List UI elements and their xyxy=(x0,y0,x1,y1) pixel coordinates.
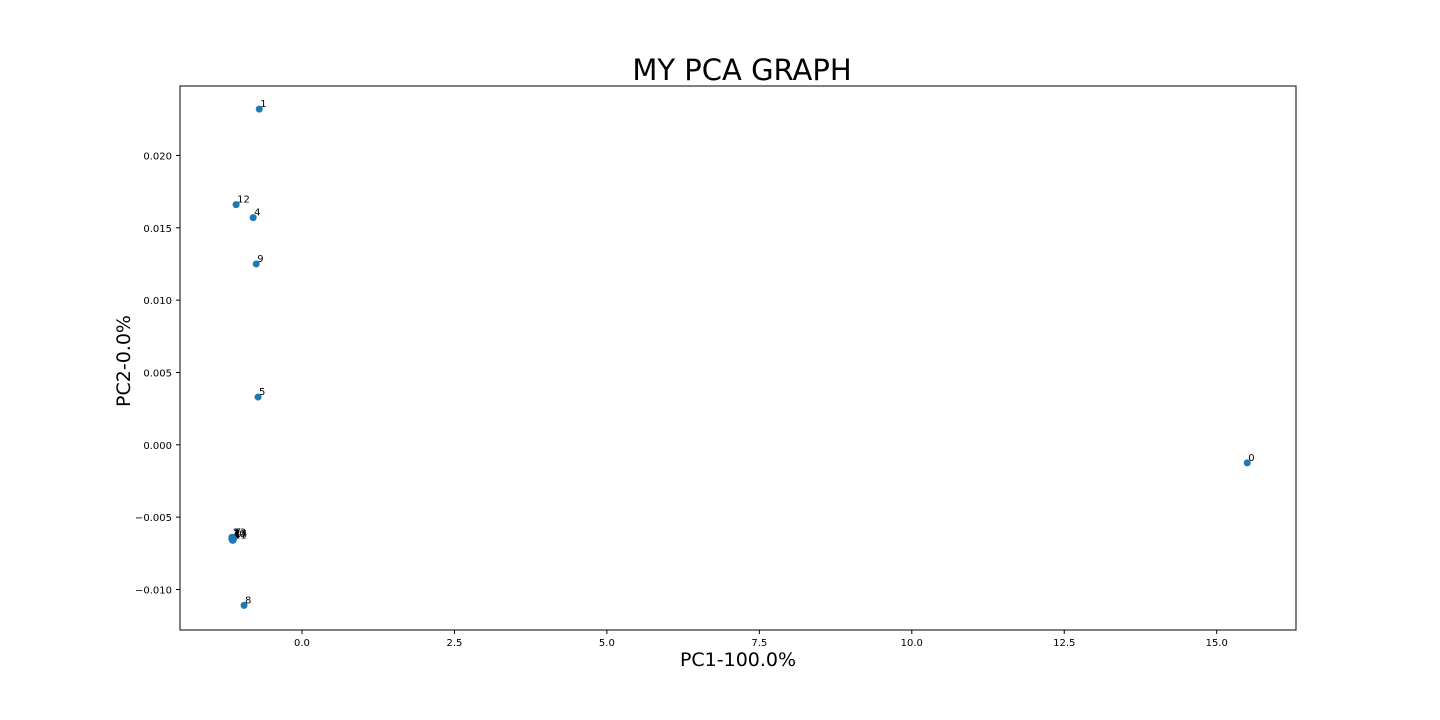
data-point-label: 11 xyxy=(234,530,247,541)
data-point-label: 7 xyxy=(235,527,241,538)
y-tick-label: 0.005 xyxy=(143,368,172,379)
x-tick-label: 10.0 xyxy=(901,638,923,649)
y-tick-label: 0.015 xyxy=(143,224,172,235)
data-point-label: 9 xyxy=(257,254,263,265)
data-point xyxy=(252,260,260,268)
x-axis-ticks: 0.0 2.5 5.0 7.5 10.0 12.5 15.0 xyxy=(294,630,1228,649)
x-tick-label: 15.0 xyxy=(1206,638,1228,649)
data-point xyxy=(240,601,248,609)
data-point xyxy=(230,535,238,543)
x-tick-label: 12.5 xyxy=(1053,638,1075,649)
data-point xyxy=(1243,459,1251,467)
data-point xyxy=(254,393,262,401)
data-point-label: 2 xyxy=(233,527,239,538)
data-point-label: 1 xyxy=(260,99,266,110)
data-point-label: 14 xyxy=(235,529,248,540)
y-axis-label: PC2-0.0% xyxy=(113,315,135,407)
y-tick-label: 0.010 xyxy=(143,296,172,307)
data-point xyxy=(255,105,263,113)
chart-title: MY PCA GRAPH xyxy=(632,53,851,87)
data-points: 01124958236710111314 xyxy=(228,99,1255,609)
data-point-label: 4 xyxy=(254,208,260,219)
data-point-label: 5 xyxy=(259,387,265,398)
x-tick-label: 7.5 xyxy=(751,638,767,649)
data-point-label: 0 xyxy=(1248,453,1254,464)
data-point-label: 8 xyxy=(245,595,251,606)
data-point-label: 3 xyxy=(234,529,240,540)
data-point-label: 13 xyxy=(233,527,246,538)
data-point-label: 12 xyxy=(237,195,250,206)
x-tick-label: 5.0 xyxy=(599,638,615,649)
data-point xyxy=(249,214,257,222)
data-point-label: 10 xyxy=(233,529,246,540)
x-tick-label: 0.0 xyxy=(294,638,310,649)
y-tick-label: 0.000 xyxy=(143,441,172,452)
plot-area xyxy=(179,85,1297,631)
y-tick-label: −0.010 xyxy=(135,585,172,596)
data-point xyxy=(232,201,240,209)
x-tick-label: 2.5 xyxy=(446,638,462,649)
y-tick-label: −0.005 xyxy=(135,513,172,524)
y-tick-label: 0.020 xyxy=(143,151,172,162)
x-axis-label: PC1-100.0% xyxy=(680,649,796,671)
y-axis-ticks: −0.010 −0.005 0.000 0.005 0.010 0.015 0.020 xyxy=(135,151,180,596)
